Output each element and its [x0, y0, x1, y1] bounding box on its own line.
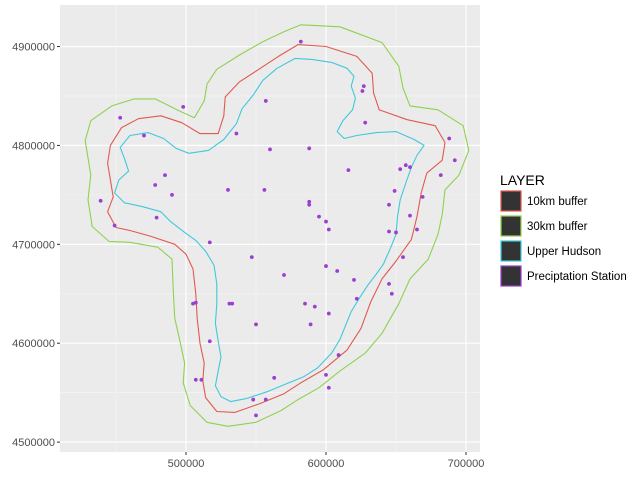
precipitation-station-point: [254, 322, 258, 327]
precipitation-station-point: [170, 192, 174, 197]
precipitation-station-point: [230, 301, 235, 306]
legend-label-preciptation-station: Preciptation Station: [527, 271, 627, 283]
precipitation-station-point: [191, 301, 195, 306]
legend-title: LAYER: [500, 172, 545, 188]
10km-buffer-outline: [107, 44, 446, 413]
precipitation-station-point: [163, 173, 167, 177]
precipitation-station-point: [354, 296, 359, 301]
precipitation-station-point: [324, 264, 328, 268]
x-tick-label: 700000: [448, 458, 485, 470]
x-axis: 500000 600000 700000: [168, 452, 485, 470]
precipitation-station-point: [361, 84, 366, 88]
precipitation-station-point: [308, 322, 313, 327]
precipitation-station-point: [324, 219, 328, 224]
precipitation-station-point: [251, 397, 256, 402]
precipitation-station-point: [263, 397, 268, 402]
precipitation-station-point: [392, 189, 397, 193]
precipitation-station-point: [363, 120, 368, 125]
precipitation-station-point: [98, 198, 103, 203]
precipitation-station-point: [326, 227, 331, 232]
y-tick-label: 4600000: [12, 338, 55, 350]
precipitation-station-point: [193, 377, 198, 382]
precipitation-station-point: [254, 413, 258, 418]
precipitation-station-point: [352, 278, 356, 282]
precipitation-station-point: [153, 183, 158, 187]
precipitation-station-point: [408, 165, 412, 170]
precipitation-station-point: [408, 213, 412, 218]
legend-key-upper-hudson: [500, 240, 522, 262]
precipitation-station-point: [142, 133, 146, 138]
precipitation-station-point: [263, 99, 268, 103]
precipitation-station-point: [262, 188, 267, 192]
legend-label-30km-buffer: 30km buffer: [527, 221, 588, 233]
legend-key-10km-buffer: [500, 190, 522, 212]
precipitation-station-point: [324, 372, 328, 377]
map-layers: [84, 24, 470, 427]
precipitation-station-point: [307, 146, 312, 151]
precipitation-station-point: [420, 194, 425, 199]
precipitation-station-point: [307, 199, 312, 204]
precipitation-station-point: [227, 301, 232, 306]
precipitation-station-point: [326, 311, 331, 316]
precipitation-station-point: [207, 240, 212, 245]
precipitation-station-point: [234, 131, 239, 136]
precipitation-station-point: [387, 202, 391, 207]
precipitation-station-point: [452, 158, 457, 163]
precipitation-station-point: [389, 291, 394, 296]
precipitation-station-point: [398, 167, 403, 172]
legend-key-30km-buffer: [500, 215, 522, 237]
y-tick-label: 4700000: [12, 239, 55, 251]
y-tick-label: 4900000: [12, 42, 55, 54]
precipitation-station-point: [199, 377, 204, 382]
legend-label-10km-buffer: 10km buffer: [527, 196, 588, 208]
precipitation-station-point: [335, 269, 340, 273]
x-tick-label: 600000: [308, 458, 345, 470]
precipitation-station-point: [360, 89, 365, 93]
precipitation-station-point: [326, 385, 331, 390]
precipitation-station-point: [336, 353, 341, 357]
precipitation-station-point: [387, 229, 391, 234]
precipitation-station-point: [312, 304, 317, 309]
major-gridlines: [60, 5, 480, 452]
precipitation-station-point: [282, 273, 286, 277]
precipitation-station-point: [207, 339, 212, 344]
y-axis: 4500000 4600000 4700000 4800000 4900000: [12, 42, 60, 449]
precipitation-station-point: [401, 255, 405, 260]
precipitation-station-point: [154, 215, 159, 220]
precipitation-station-point: [303, 301, 307, 306]
precipitation-station-point: [415, 227, 419, 232]
precipitation-station-point: [438, 173, 443, 177]
legend-key-preciptation-station: [500, 265, 522, 287]
x-tick-label: 500000: [168, 458, 205, 470]
30km-buffer-outline: [84, 24, 470, 427]
precipitation-station-point: [298, 39, 303, 44]
legend-label-upper-hudson: Upper Hudson: [527, 246, 601, 258]
y-tick-label: 4800000: [12, 140, 55, 152]
legend: LAYER 10km buffer 30km buffer Upper Hudson…: [500, 172, 627, 287]
precipitation-station-point: [447, 136, 452, 141]
precipitation-station-point: [268, 147, 272, 152]
precipitation-station-point: [394, 230, 398, 235]
precipitation-station-point: [317, 214, 321, 219]
precipitation-station-point: [249, 255, 254, 260]
precipitation-station-point: [118, 115, 123, 120]
precipitation-station-point: [346, 168, 351, 173]
precipitation-station-point: [112, 223, 117, 228]
panel-background: [60, 5, 480, 452]
precipitation-station-point: [403, 163, 408, 168]
precipitation-station-point: [307, 202, 312, 207]
precipitation-station-point: [226, 188, 230, 192]
y-tick-label: 4500000: [12, 437, 55, 449]
upper-hudson-outline: [114, 57, 425, 403]
precipitation-station-point: [272, 375, 277, 380]
precipitation-station-point: [181, 104, 186, 109]
precipitation-station-point: [387, 281, 391, 286]
